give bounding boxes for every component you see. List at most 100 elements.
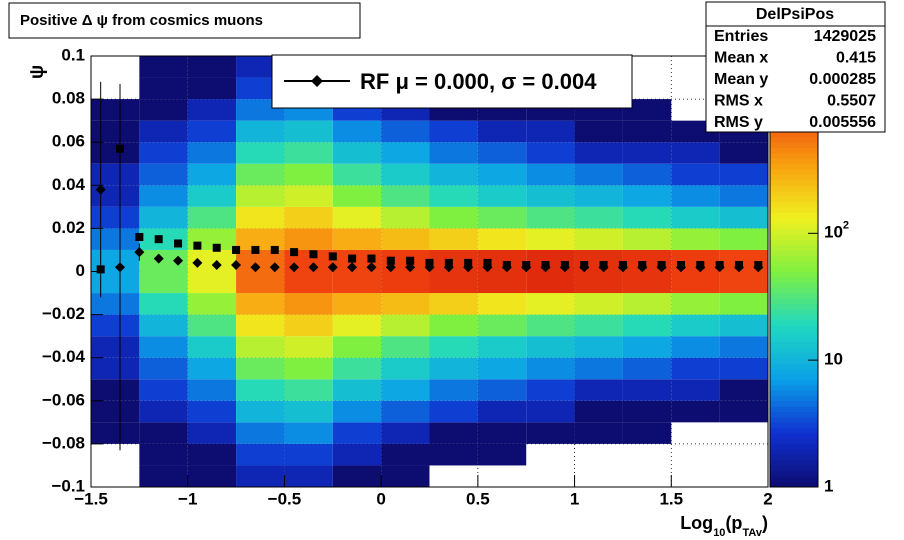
square-marker xyxy=(328,252,337,261)
x-label-sub: TAv xyxy=(742,527,762,539)
diamond-marker xyxy=(173,255,184,266)
heatmap-cell xyxy=(236,336,285,358)
heatmap-cell xyxy=(139,379,188,401)
diamond-marker xyxy=(95,184,106,195)
colorbar-step xyxy=(770,449,818,456)
heatmap-cell xyxy=(332,314,382,337)
heatmap-cell xyxy=(91,271,140,294)
heatmap-cell xyxy=(91,379,140,401)
x-tick-label: 1 xyxy=(570,489,579,508)
heatmap-cell xyxy=(91,99,140,121)
colorbar-step xyxy=(770,260,818,267)
square-marker xyxy=(676,261,685,270)
heatmap-cell xyxy=(381,400,430,423)
y-tick-label: 0.02 xyxy=(52,218,85,237)
x-tick-label: 1.5 xyxy=(659,489,683,508)
heatmap-cell xyxy=(236,206,285,229)
heatmap-cell xyxy=(236,314,285,337)
colorbar-step xyxy=(770,460,818,466)
heatmap-cell xyxy=(332,228,382,250)
colorbar-step xyxy=(770,131,818,138)
heatmap-cell xyxy=(91,228,140,250)
heatmap-cell xyxy=(622,357,672,380)
heatmap-cell xyxy=(429,379,478,401)
colorbar-step xyxy=(770,352,818,359)
heatmap-cell xyxy=(526,206,575,229)
heatmap-cell xyxy=(429,422,478,444)
heatmap-cell xyxy=(429,271,478,294)
colorbar-step xyxy=(770,282,818,289)
square-marker xyxy=(618,261,627,270)
square-marker xyxy=(174,239,183,248)
heatmap-cell xyxy=(91,357,140,380)
colorbar-step xyxy=(770,239,818,246)
colorbar-step xyxy=(770,142,818,149)
colorbar-step xyxy=(770,422,818,429)
heatmap-cell xyxy=(139,206,188,229)
heatmap-cell xyxy=(236,271,285,294)
heatmap-cell xyxy=(381,293,430,315)
y-tick-label: −0.08 xyxy=(42,433,85,452)
heatmap-cell xyxy=(91,163,140,186)
stats-value: 0.415 xyxy=(836,50,876,67)
heatmap-cell xyxy=(236,120,285,143)
heatmap-cell xyxy=(574,336,623,358)
heatmap-cell xyxy=(284,142,333,164)
heatmap-cell xyxy=(381,379,430,401)
diamond-marker xyxy=(289,262,300,273)
heatmap-cell xyxy=(622,185,672,207)
heatmap-cell xyxy=(187,271,237,294)
colorbar-step xyxy=(770,185,818,192)
heatmap-cell xyxy=(671,142,720,164)
heatmap-cell xyxy=(381,443,430,466)
x-tick-label: 0.5 xyxy=(466,489,490,508)
legend-label: RF μ = 0.000, σ = 0.004 xyxy=(360,69,597,94)
heatmap-cell xyxy=(671,379,720,401)
colorbar-step xyxy=(770,169,818,176)
heatmap-cell xyxy=(429,293,478,315)
heatmap-cell xyxy=(284,228,333,250)
heatmap-cell xyxy=(381,314,430,337)
heatmap-cell xyxy=(526,293,575,315)
y-tick-label: 0.04 xyxy=(52,175,86,194)
heatmap-cell xyxy=(332,336,382,358)
square-marker xyxy=(560,261,569,270)
heatmap-cell xyxy=(381,357,430,380)
heatmap-cell xyxy=(526,379,575,401)
heatmap-cell xyxy=(284,357,333,380)
colorbar-step xyxy=(770,481,818,488)
heatmap-cell xyxy=(187,400,237,423)
colorbar-step xyxy=(770,303,818,310)
heatmap-cell xyxy=(574,379,623,401)
heatmap-cell xyxy=(671,357,720,380)
heatmap-cell xyxy=(139,314,188,337)
heatmap-cell xyxy=(236,293,285,315)
heatmap-cell xyxy=(719,293,768,315)
square-marker xyxy=(309,250,318,259)
heatmap-cell xyxy=(671,400,720,423)
stats-label: Mean x xyxy=(714,50,768,67)
heatmap-cell xyxy=(477,293,527,315)
colorbar-step xyxy=(770,368,818,375)
heatmap-cell xyxy=(719,379,768,401)
heatmap-cell xyxy=(477,120,527,143)
heatmap-cell xyxy=(284,120,333,143)
colorbar-step xyxy=(770,470,818,477)
heatmap-cell xyxy=(139,400,188,423)
x-tick-label: 2 xyxy=(763,489,772,508)
square-marker xyxy=(444,258,453,267)
heatmap-cell xyxy=(429,336,478,358)
colorbar-label-base: 10 xyxy=(824,223,843,242)
heatmap-cell xyxy=(139,249,188,272)
x-label-part: Log xyxy=(680,513,713,533)
diamond-marker xyxy=(327,262,338,273)
heatmap-cell xyxy=(719,336,768,358)
colorbar-step xyxy=(770,416,818,423)
colorbar-step xyxy=(770,400,818,407)
stats-label: RMS x xyxy=(714,93,763,110)
heatmap-cell xyxy=(671,163,720,186)
x-axis-label: Log10(pTAv) xyxy=(680,513,768,539)
chart-title: Positive Δ ψ from cosmics muons xyxy=(20,12,263,29)
heatmap-cell xyxy=(187,206,237,229)
heatmap-cell xyxy=(187,142,237,164)
